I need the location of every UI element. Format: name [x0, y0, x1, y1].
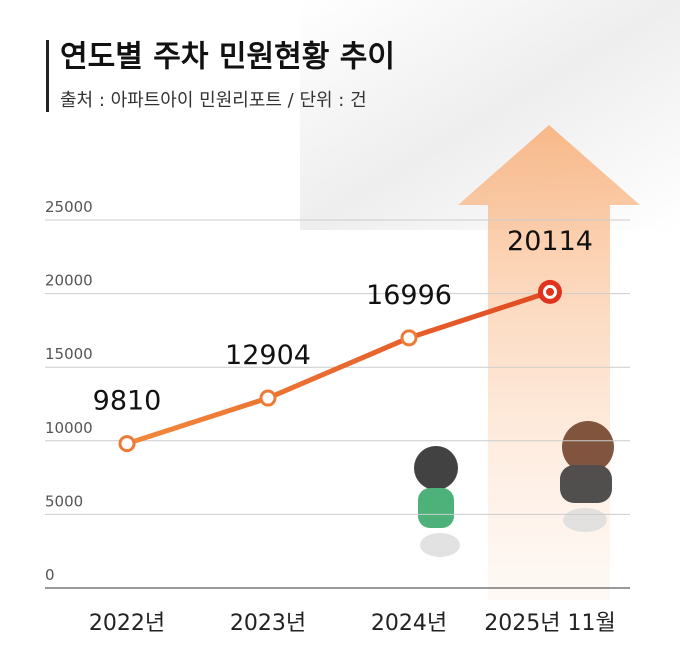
y-tick-label: 5000 [45, 492, 83, 510]
title-bar [46, 40, 49, 112]
x-tick-label: 2024년 [371, 611, 447, 636]
chart-title: 연도별 주차 민원현황 추이 [60, 40, 395, 75]
data-point [259, 389, 277, 407]
data-line [126, 289, 551, 446]
chart-subtitle: 출처 : 아파트아이 민원리포트 / 단위 : 건 [60, 90, 367, 111]
value-label: 12904 [225, 340, 311, 371]
data-point [400, 329, 418, 347]
y-tick-label: 10000 [45, 419, 93, 437]
data-point [118, 435, 136, 453]
x-tick-label: 2023년 [230, 611, 306, 636]
y-tick-label: 15000 [45, 345, 93, 363]
figures [414, 421, 614, 557]
value-label: 16996 [366, 280, 452, 311]
y-tick-label: 20000 [45, 272, 93, 290]
value-label: 20114 [507, 226, 593, 257]
point-core [546, 287, 554, 296]
y-tick-label: 25000 [45, 198, 93, 216]
x-tick-label: 2025년 11월 [484, 611, 615, 636]
x-tick-label: 2022년 [89, 611, 165, 636]
growth-arrow [458, 125, 640, 600]
value-label: 9810 [93, 386, 162, 417]
y-tick-label: 0 [45, 566, 55, 584]
